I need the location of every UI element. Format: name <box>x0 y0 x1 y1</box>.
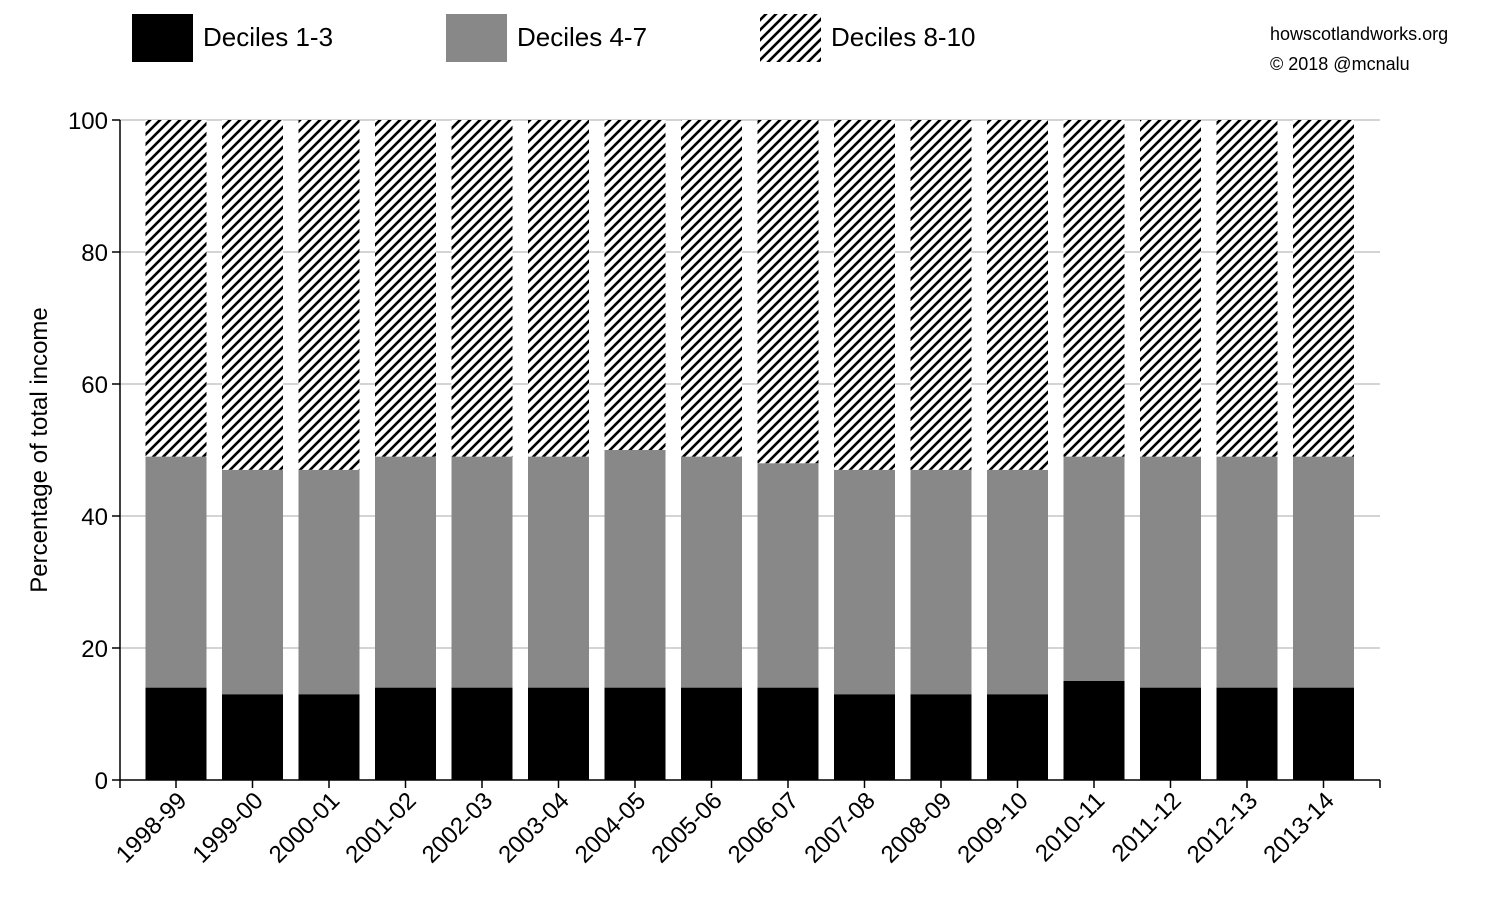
x-tick-label-2003-04: 2003-04 <box>493 787 574 868</box>
y-tick-label-20: 20 <box>81 636 108 663</box>
bar-1999-00-series-1 <box>222 694 283 780</box>
bar-2003-04-series-1 <box>528 687 589 780</box>
bar-2006-07-series-3 <box>757 120 819 464</box>
bar-2000-01-series-3 <box>298 120 360 470</box>
credit-line-2: © 2018 @mcnalu <box>1270 54 1410 74</box>
x-tick-label-2013-14: 2013-14 <box>1258 787 1339 868</box>
bar-2009-10-series-2 <box>987 469 1048 695</box>
bar-2010-11-series-1 <box>1063 681 1125 780</box>
legend-label-1: Deciles 1-3 <box>203 22 333 52</box>
bar-1998-99-series-3 <box>145 120 207 457</box>
bar-2001-02-series-1 <box>375 687 436 780</box>
bar-2011-12-series-3 <box>1140 120 1201 457</box>
bar-2000-01-series-2 <box>298 469 360 695</box>
bar-2011-12-series-2 <box>1140 456 1201 688</box>
bar-2011-12-series-1 <box>1140 687 1201 780</box>
x-tick-label-2010-11: 2010-11 <box>1030 787 1110 867</box>
y-axis-title: Percentage of total income <box>26 307 53 593</box>
x-tick-label-1999-00: 1999-00 <box>187 787 268 868</box>
bar-2003-04-series-3 <box>528 120 589 457</box>
bar-2004-05-series-1 <box>604 687 666 780</box>
credit: howscotlandworks.org © 2018 @mcnalu <box>1270 24 1448 74</box>
y-tick-label-100: 100 <box>68 108 108 135</box>
bar-2012-13-series-2 <box>1216 456 1278 688</box>
y-tick-label-0: 0 <box>95 768 108 795</box>
bar-2000-01-series-1 <box>298 694 360 780</box>
bar-2012-13-series-3 <box>1216 120 1278 457</box>
bar-2005-06-series-2 <box>681 456 742 688</box>
bar-2010-11-series-3 <box>1063 120 1125 457</box>
legend-label-2: Deciles 4-7 <box>517 22 647 52</box>
bar-2006-07-series-1 <box>757 687 819 780</box>
bar-1999-00-series-2 <box>222 469 283 695</box>
bar-2001-02-series-2 <box>375 456 436 688</box>
bar-1998-99-series-2 <box>145 456 207 688</box>
bar-2008-09-series-1 <box>910 694 972 780</box>
bar-2005-06-series-3 <box>681 120 742 457</box>
bar-2013-14-series-2 <box>1293 456 1354 688</box>
bar-2005-06-series-1 <box>681 687 742 780</box>
bar-1999-00-series-3 <box>222 120 283 470</box>
x-tick-label-2012-13: 2012-13 <box>1182 787 1263 868</box>
bar-2013-14-series-1 <box>1293 687 1354 780</box>
x-tick-label-2008-09: 2008-09 <box>876 787 957 868</box>
x-tick-label-2005-06: 2005-06 <box>646 787 727 868</box>
bar-2007-08-series-1 <box>834 694 895 780</box>
bar-2001-02-series-3 <box>375 120 436 457</box>
legend: Deciles 1-3 Deciles 4-7 Deciles 8-10 <box>132 14 976 62</box>
x-tick-label-1998-99: 1998-99 <box>111 787 192 868</box>
bar-2009-10-series-1 <box>987 694 1048 780</box>
bar-2002-03-series-2 <box>451 456 513 688</box>
bar-2008-09-series-2 <box>910 469 972 695</box>
credit-line-1: howscotlandworks.org <box>1270 24 1448 44</box>
bar-2006-07-series-2 <box>757 463 819 688</box>
bar-2009-10-series-3 <box>987 120 1048 470</box>
x-tick-label-2011-12: 2011-12 <box>1107 787 1187 867</box>
bar-2007-08-series-3 <box>834 120 895 470</box>
x-tick-label-2000-01: 2000-01 <box>264 787 345 868</box>
x-tick-label-2007-08: 2007-08 <box>799 787 880 868</box>
bars <box>145 120 1354 780</box>
bar-2004-05-series-3 <box>604 120 666 450</box>
bar-2012-13-series-1 <box>1216 687 1278 780</box>
bar-2007-08-series-2 <box>834 469 895 695</box>
legend-label-3: Deciles 8-10 <box>831 22 976 52</box>
legend-swatch-2 <box>446 14 507 62</box>
x-tick-label-2004-05: 2004-05 <box>570 787 651 868</box>
legend-swatch-1 <box>132 14 193 62</box>
bar-2002-03-series-1 <box>451 687 513 780</box>
x-tick-label-2006-07: 2006-07 <box>723 787 804 868</box>
x-tick-label-2001-02: 2001-02 <box>340 787 421 868</box>
bar-2013-14-series-3 <box>1293 120 1354 457</box>
bar-2003-04-series-2 <box>528 456 589 688</box>
bar-2008-09-series-3 <box>910 120 972 470</box>
y-tick-label-80: 80 <box>81 240 108 267</box>
bar-2004-05-series-2 <box>604 450 666 688</box>
bar-2010-11-series-2 <box>1063 456 1125 681</box>
bar-1998-99-series-1 <box>145 687 207 780</box>
y-tick-label-40: 40 <box>81 504 108 531</box>
bar-2002-03-series-3 <box>451 120 513 457</box>
x-tick-label-2009-10: 2009-10 <box>952 787 1033 868</box>
x-tick-label-2002-03: 2002-03 <box>417 787 498 868</box>
legend-swatch-3 <box>760 14 821 62</box>
y-tick-label-60: 60 <box>81 372 108 399</box>
